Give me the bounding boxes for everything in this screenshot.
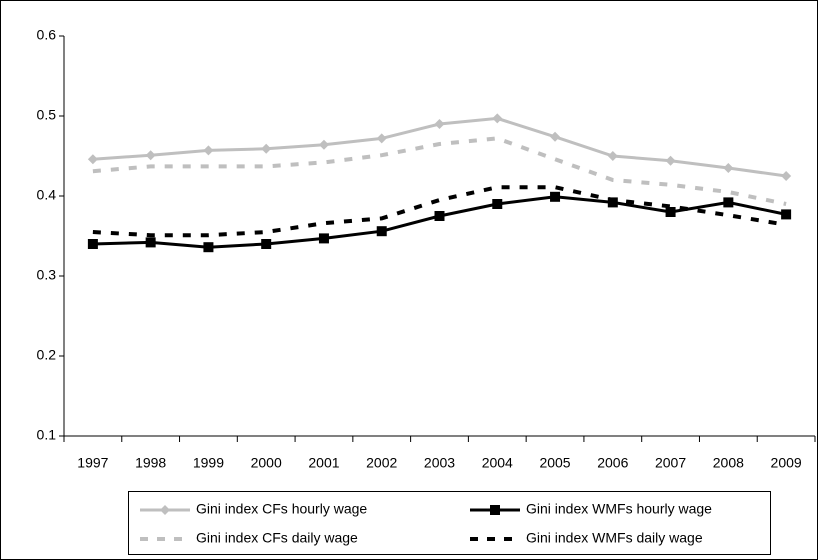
data-point — [434, 119, 445, 129]
data-point — [87, 154, 98, 165]
y-tick-label: 0.4 — [37, 187, 57, 203]
legend-marker — [490, 505, 500, 515]
x-tick-label: 2000 — [251, 455, 282, 471]
legend-label: Gini index WMFs daily wage — [526, 530, 703, 546]
legend-box — [128, 491, 771, 555]
data-point — [318, 139, 329, 150]
x-tick-label: 2005 — [539, 455, 570, 471]
x-tick-label: 2001 — [308, 455, 339, 471]
data-point — [665, 207, 676, 217]
x-tick-label: 2006 — [597, 455, 628, 471]
legend-label: Gini index CFs daily wage — [196, 530, 358, 546]
data-point — [318, 233, 329, 244]
y-tick-label: 0.1 — [37, 427, 57, 443]
data-point — [261, 239, 272, 249]
data-point — [723, 163, 734, 173]
legend-marker — [160, 505, 170, 515]
data-point — [665, 155, 676, 166]
x-tick-label: 2009 — [771, 455, 802, 471]
y-tick-label: 0.2 — [37, 347, 57, 363]
legend-label: Gini index CFs hourly wage — [196, 501, 367, 517]
x-tick-label: 2007 — [655, 455, 686, 471]
series-line — [92, 136, 787, 206]
data-point — [203, 242, 214, 253]
data-point — [376, 133, 387, 144]
x-tick-label: 2004 — [482, 455, 513, 471]
data-point — [550, 131, 561, 142]
x-tick-label: 1999 — [193, 455, 224, 471]
data-point — [203, 145, 214, 156]
data-point — [607, 197, 618, 208]
data-point — [550, 191, 561, 202]
legend-label: Gini index WMFs hourly wage — [526, 501, 712, 517]
data-point — [261, 143, 272, 154]
data-point — [87, 239, 98, 249]
data-point — [145, 150, 156, 161]
y-tick-label: 0.6 — [37, 27, 57, 43]
data-point — [607, 151, 618, 161]
x-tick-label: 1997 — [77, 455, 108, 471]
data-point — [434, 211, 445, 221]
data-point — [723, 197, 734, 208]
data-point — [376, 226, 387, 237]
x-tick-label: 1998 — [135, 455, 166, 471]
data-point — [781, 171, 792, 181]
x-tick-label: 2008 — [713, 455, 744, 471]
data-point — [145, 237, 156, 248]
series-line — [92, 185, 787, 238]
data-point — [492, 113, 503, 124]
x-tick-label: 2002 — [366, 455, 397, 471]
x-tick-label: 2003 — [424, 455, 455, 471]
data-point — [492, 199, 503, 209]
y-tick-label: 0.5 — [37, 107, 57, 123]
y-tick-label: 0.3 — [37, 267, 57, 283]
data-point — [781, 209, 792, 220]
